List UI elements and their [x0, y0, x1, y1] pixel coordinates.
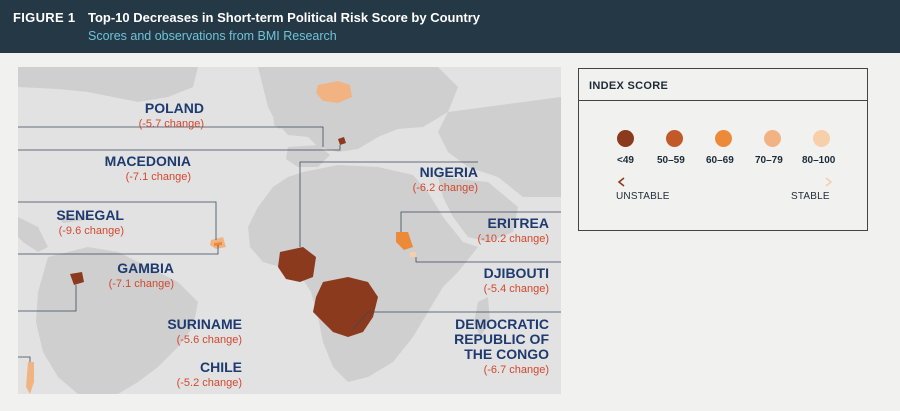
country-change: (-6.7 change) — [483, 364, 549, 376]
legend-label: 50–59 — [657, 155, 685, 166]
macedonia-shape — [338, 137, 346, 145]
country-label-djibouti: DJIBOUTI (-5.4 change) — [484, 266, 549, 296]
djibouti-shape — [410, 252, 416, 257]
poland-shape — [316, 81, 352, 103]
arabia-landmass — [438, 177, 518, 242]
country-label-macedonia: MACEDONIA (-7.1 change) — [105, 154, 191, 184]
leader-line-drc — [352, 311, 561, 330]
country-label-senegal: SENEGAL (-9.6 change) — [56, 208, 124, 238]
country-name: SURINAME — [167, 316, 242, 332]
country-label-drc: DEMOCRATIC REPUBLIC OF THE CONGO (-6.7 c… — [454, 317, 549, 377]
gambia-shape — [214, 242, 222, 246]
madagascar-landmass — [474, 297, 490, 337]
leader-line-djibouti — [415, 257, 561, 263]
country-change: (-5.7 change) — [138, 118, 204, 130]
country-label-chile: CHILE (-5.2 change) — [177, 360, 242, 390]
country-change: (-7.1 change) — [125, 171, 191, 183]
legend-swatch-lt49 — [617, 130, 634, 147]
country-name: SENEGAL — [56, 207, 124, 223]
chile-shape — [26, 362, 34, 394]
country-name: POLAND — [144, 100, 204, 116]
leader-line-macedonia — [18, 145, 341, 151]
country-name: GAMBIA — [117, 260, 174, 276]
country-label-poland: POLAND (-5.7 change) — [139, 101, 204, 131]
country-label-suriname: SURINAME (-5.6 change) — [167, 317, 242, 347]
country-change: (-5.6 change) — [176, 334, 242, 346]
country-change: (-6.2 change) — [412, 182, 478, 194]
africa-landmass — [248, 165, 478, 382]
legend-swatch-70-79 — [764, 130, 781, 147]
drc-shape — [313, 277, 378, 337]
legend-swatch-80-100 — [813, 130, 830, 147]
legend-label: 60–69 — [706, 155, 734, 166]
legend-label: <49 — [617, 155, 634, 166]
country-change: (-7.1 change) — [108, 278, 174, 290]
leader-line-suriname — [18, 285, 77, 312]
stability-arrow — [617, 177, 833, 187]
unstable-label: UNSTABLE — [616, 191, 670, 202]
suriname-shape — [70, 272, 84, 285]
country-label-gambia: GAMBIA (-7.1 change) — [109, 261, 174, 291]
country-name: MACEDONIA — [104, 153, 191, 169]
figure-title: Top-10 Decreases in Short-term Political… — [88, 10, 481, 25]
nigeria-shape — [278, 247, 316, 282]
legend-label: 70–79 — [755, 155, 783, 166]
leader-line-senegal — [18, 201, 217, 240]
figure-subtitle: Scores and observations from BMI Researc… — [88, 29, 337, 43]
caribbean-islands — [58, 215, 93, 223]
leader-line-chile — [18, 356, 31, 362]
country-name: CHILE — [200, 359, 242, 375]
country-label-eritrea: ERITREA (-10.2 change) — [477, 216, 549, 246]
legend-swatch-60-69 — [715, 130, 732, 147]
world-map — [18, 67, 561, 394]
leader-line-gambia — [18, 245, 219, 255]
stable-label: STABLE — [791, 191, 830, 202]
iberia-landmass — [286, 145, 330, 167]
country-name: DEMOCRATIC REPUBLIC OF THE CONGO — [454, 316, 549, 362]
leader-line-nigeria — [299, 161, 478, 247]
legend-title: INDEX SCORE — [589, 80, 669, 92]
country-change: (-9.6 change) — [58, 225, 124, 237]
country-name: ERITREA — [487, 215, 549, 231]
country-label-nigeria: NIGERIA (-6.2 change) — [413, 165, 478, 195]
map-panel — [18, 67, 561, 394]
country-change: (-5.2 change) — [176, 377, 242, 389]
index-score-legend: INDEX SCORE <49 50–59 60–69 70–79 80–100… — [578, 68, 868, 231]
figure-header: FIGURE 1 Top-10 Decreases in Short-term … — [0, 0, 900, 53]
country-name: DJIBOUTI — [483, 265, 549, 281]
europe-landmass — [258, 67, 458, 152]
country-change: (-10.2 change) — [477, 233, 549, 245]
leader-line-eritrea — [400, 211, 561, 232]
britain-landmass — [273, 107, 286, 129]
leader-lines — [18, 126, 561, 362]
figure-label: FIGURE 1 — [13, 10, 76, 25]
legend-divider — [579, 100, 867, 101]
central-america-landmass — [18, 217, 48, 252]
eritrea-shape — [396, 232, 413, 250]
leader-line-poland — [18, 126, 324, 147]
legend-label: 80–100 — [802, 155, 836, 166]
asia-landmass — [438, 97, 561, 197]
legend-swatch-50-59 — [666, 130, 683, 147]
country-change: (-5.4 change) — [483, 283, 549, 295]
country-name: NIGERIA — [419, 164, 478, 180]
greenland-landmass — [18, 67, 198, 102]
